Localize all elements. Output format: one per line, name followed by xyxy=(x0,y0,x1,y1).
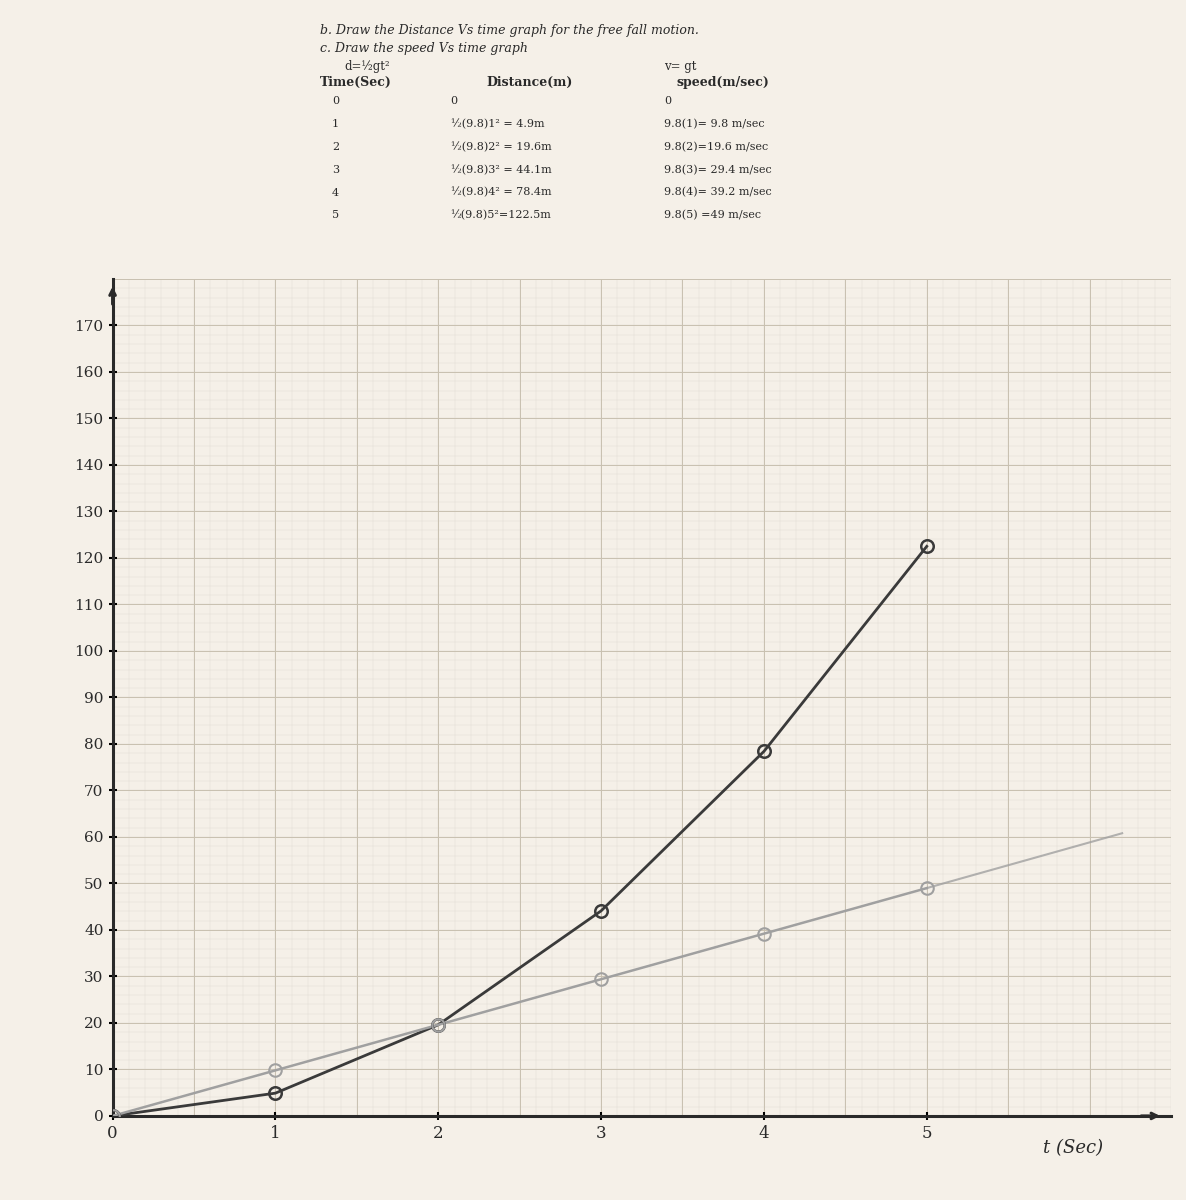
Text: 2: 2 xyxy=(332,142,339,152)
Text: 0: 0 xyxy=(451,96,458,107)
Text: ½(9.8)2² = 19.6m: ½(9.8)2² = 19.6m xyxy=(451,142,551,152)
Text: 0: 0 xyxy=(664,96,671,107)
Text: ½(9.8)1² = 4.9m: ½(9.8)1² = 4.9m xyxy=(451,119,544,130)
Text: 9.8(2)=19.6 m/sec: 9.8(2)=19.6 m/sec xyxy=(664,142,769,152)
Text: c. Draw the speed Vs time graph: c. Draw the speed Vs time graph xyxy=(320,42,528,55)
Text: 4: 4 xyxy=(332,187,339,198)
Text: ½(9.8)3² = 44.1m: ½(9.8)3² = 44.1m xyxy=(451,164,551,175)
Text: 9.8(5) =49 m/sec: 9.8(5) =49 m/sec xyxy=(664,210,761,221)
Text: 0: 0 xyxy=(332,96,339,107)
Text: 9.8(1)= 9.8 m/sec: 9.8(1)= 9.8 m/sec xyxy=(664,119,765,130)
Text: 3: 3 xyxy=(332,164,339,175)
Text: d=½gt²: d=½gt² xyxy=(344,60,389,72)
Text: Distance(m): Distance(m) xyxy=(486,77,573,89)
Text: 9.8(3)= 29.4 m/sec: 9.8(3)= 29.4 m/sec xyxy=(664,164,772,175)
Text: 1: 1 xyxy=(332,119,339,130)
Text: 5: 5 xyxy=(332,210,339,221)
Text: speed(m/sec): speed(m/sec) xyxy=(676,77,769,89)
Text: ½(9.8)5²=122.5m: ½(9.8)5²=122.5m xyxy=(451,210,551,221)
Text: b. Draw the Distance Vs time graph for the free fall motion.: b. Draw the Distance Vs time graph for t… xyxy=(320,24,699,37)
Text: v= gt: v= gt xyxy=(664,60,696,72)
Text: t (Sec): t (Sec) xyxy=(1044,1139,1103,1157)
Text: Time(Sec): Time(Sec) xyxy=(320,77,393,89)
Text: 9.8(4)= 39.2 m/sec: 9.8(4)= 39.2 m/sec xyxy=(664,187,772,198)
Text: ½(9.8)4² = 78.4m: ½(9.8)4² = 78.4m xyxy=(451,187,551,198)
